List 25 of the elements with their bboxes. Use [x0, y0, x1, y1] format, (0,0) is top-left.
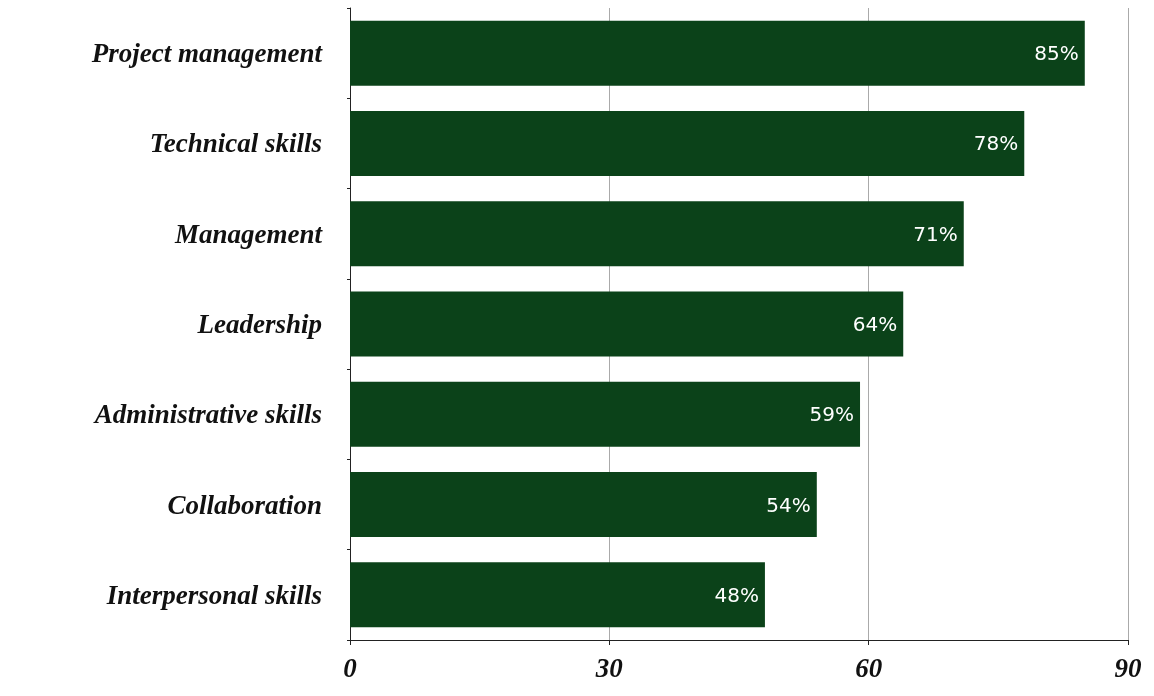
- y-tick-label: Administrative skills: [92, 399, 322, 430]
- data-label: 71%: [913, 221, 958, 246]
- bar: [350, 110, 1025, 176]
- y-tick-label: Interpersonal skills: [105, 579, 322, 610]
- data-label: 59%: [809, 402, 855, 427]
- y-tick-label: Technical skills: [149, 128, 322, 159]
- y-tick-label: Project management: [90, 38, 324, 69]
- bar: [350, 562, 765, 628]
- data-label: 78%: [973, 131, 1019, 156]
- x-tick-label: 90: [1114, 652, 1142, 683]
- bar: [350, 201, 964, 267]
- data-label: 85%: [1034, 41, 1079, 66]
- data-label: 48%: [714, 582, 759, 607]
- bar: [350, 472, 817, 538]
- bar: [350, 20, 1085, 86]
- bar: [350, 291, 904, 357]
- y-tick-label: Management: [173, 218, 324, 249]
- y-tick-label: Collaboration: [167, 489, 322, 520]
- y-tick-label: Leadership: [196, 309, 322, 339]
- data-label: 64%: [852, 312, 898, 336]
- x-tick-label: 30: [594, 652, 624, 683]
- data-label: 54%: [766, 492, 811, 517]
- x-tick-label: 0: [343, 652, 358, 683]
- x-tick-label: 60: [855, 652, 883, 683]
- bar: [350, 381, 861, 447]
